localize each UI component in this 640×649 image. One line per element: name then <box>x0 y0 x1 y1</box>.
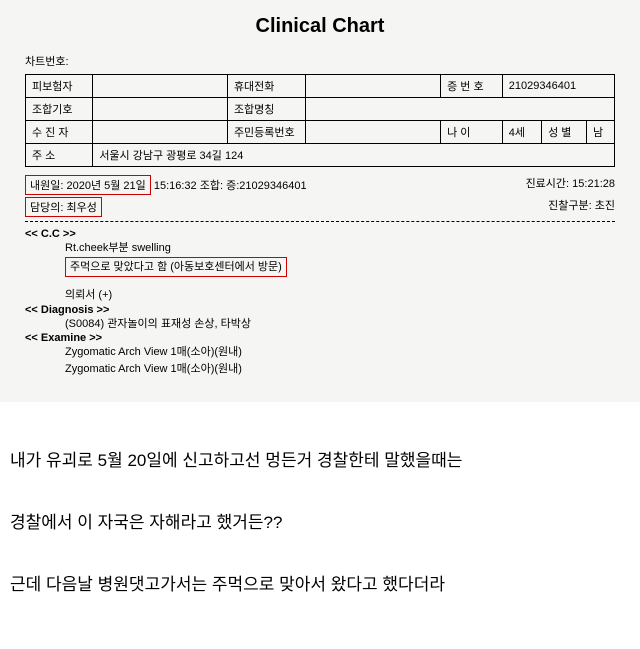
visit-date-highlighted: 내원일: 2020년 5월 21일 <box>25 175 151 195</box>
age-value: 4세 <box>502 121 541 144</box>
commentary-p1: 내가 유괴로 5월 20일에 신고하고선 멍든거 경찰한테 말했을때는 <box>10 447 630 474</box>
address-label: 주 소 <box>26 144 93 167</box>
combo-name-label: 조합명칭 <box>227 98 306 121</box>
cc-line2-highlighted: 주먹으로 맞았다고 함 (아동보호센터에서 방문) <box>65 257 287 278</box>
treat-division: 진찰구분: 초진 <box>548 197 615 217</box>
diagnosis-line1: (S0084) 관자놀이의 표재성 손상, 타박상 <box>65 316 615 333</box>
cert-no-label: 증 번 호 <box>441 75 503 98</box>
commentary-p2: 경찰에서 이 자국은 자해라고 했거든?? <box>10 509 630 536</box>
examine-line1: Zygomatic Arch View 1매(소아)(원내) <box>65 344 615 361</box>
cc-line3: 의뢰서 (+) <box>65 287 615 304</box>
phone-label: 휴대전화 <box>227 75 306 98</box>
visit-left: 내원일: 2020년 5월 21일 15:16:32 조합: 증:2102934… <box>25 175 307 195</box>
document-title: Clinical Chart <box>25 15 615 38</box>
commentary-section: 내가 유괴로 5월 20일에 신고하고선 멍든거 경찰한테 말했을때는 경찰에서… <box>0 432 640 649</box>
doctor-highlighted: 담당의: 최우성 <box>25 197 102 217</box>
cc-section-head: << C.C >> <box>25 228 615 240</box>
diagnosis-section-head: << Diagnosis >> <box>25 304 615 316</box>
patient-info-table: 피보험자 휴대전화 증 번 호 21029346401 조합기호 조합명칭 수 … <box>25 74 615 167</box>
table-row: 피보험자 휴대전화 증 번 호 21029346401 <box>26 75 615 98</box>
table-row: 조합기호 조합명칭 <box>26 98 615 121</box>
patient-value <box>93 121 228 144</box>
visit-time: 15:16:32 <box>154 180 197 192</box>
combo-label: 조합: <box>200 180 223 192</box>
combo-code-value <box>93 98 228 121</box>
combo-name-value <box>306 98 615 121</box>
insured-value <box>93 75 228 98</box>
cert-no-value: 21029346401 <box>502 75 614 98</box>
insured-label: 피보험자 <box>26 75 93 98</box>
divider-dashed <box>25 221 615 222</box>
chart-number-label: 차트번호: <box>25 53 615 69</box>
gender-value: 남 <box>586 121 614 144</box>
gender-label: 성 별 <box>542 121 587 144</box>
address-value: 서울시 강남구 광평로 34길 124 <box>93 144 615 167</box>
visit-info-row: 내원일: 2020년 5월 21일 15:16:32 조합: 증:2102934… <box>25 175 615 195</box>
table-row: 수 진 자 주민등록번호 나 이 4세 성 별 남 <box>26 121 615 144</box>
patient-label: 수 진 자 <box>26 121 93 144</box>
cert-info: 증:21029346401 <box>226 180 306 192</box>
examine-section-head: << Examine >> <box>25 332 615 344</box>
phone-value <box>306 75 441 98</box>
cc-line1: Rt.cheek부분 swelling <box>65 240 615 257</box>
ssn-label: 주민등록번호 <box>227 121 306 144</box>
combo-code-label: 조합기호 <box>26 98 93 121</box>
treat-time: 진료시간: 15:21:28 <box>526 175 615 195</box>
cc-line2-wrap: 주먹으로 맞았다고 함 (아동보호센터에서 방문) <box>65 257 615 278</box>
doctor-left: 담당의: 최우성 <box>25 197 102 217</box>
doctor-row: 담당의: 최우성 진찰구분: 초진 <box>25 197 615 217</box>
clinical-chart-document: Clinical Chart 차트번호: 피보험자 휴대전화 증 번 호 210… <box>0 0 640 402</box>
commentary-p3: 근데 다음날 병원댓고가서는 주먹으로 맞아서 왔다고 했다더라 <box>10 571 630 598</box>
examine-line2: Zygomatic Arch View 1매(소아)(원내) <box>65 361 615 378</box>
age-label: 나 이 <box>441 121 503 144</box>
table-row: 주 소 서울시 강남구 광평로 34길 124 <box>26 144 615 167</box>
ssn-value <box>306 121 441 144</box>
